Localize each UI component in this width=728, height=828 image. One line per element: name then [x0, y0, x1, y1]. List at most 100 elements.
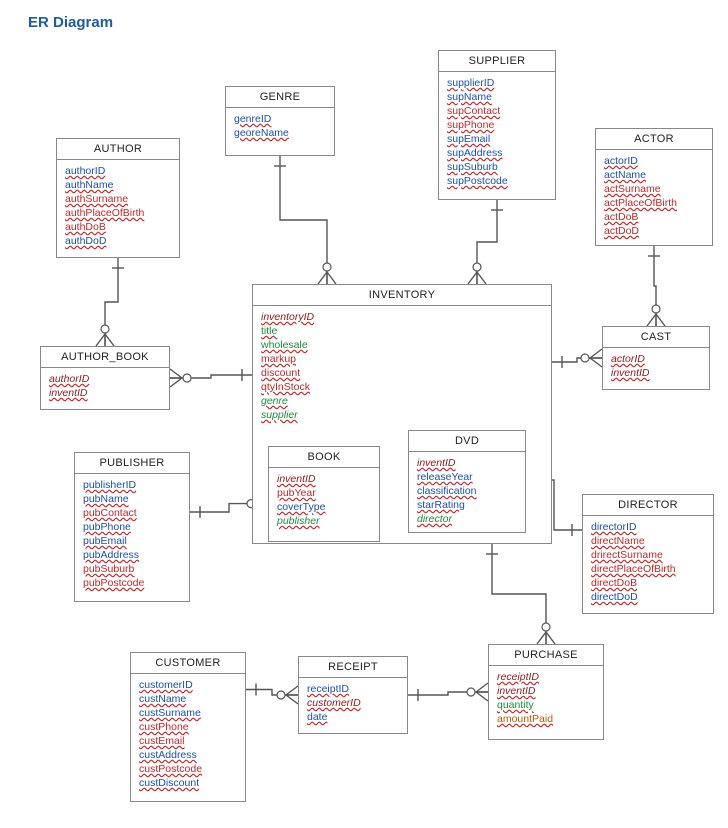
attr-classification: classification [417, 485, 477, 497]
attr-receiptID: receiptID [307, 683, 349, 695]
attr-actDoB: actDoB [604, 211, 638, 223]
attr-directDoD: directDoD [591, 591, 638, 603]
entity-header: SUPPLIER [439, 51, 555, 72]
attr-publisherID: publisherID [83, 479, 136, 491]
entity-header: CUSTOMER [131, 653, 245, 674]
entity-actor: ACTOR actorID actName actSurname actPlaceOfB… [595, 128, 713, 246]
attr-starRating: starRating [417, 499, 465, 511]
entity-body: inventoryIDtitlewholesalemarkupdiscountq… [253, 306, 551, 428]
attr-actDoD: actDoD [604, 225, 639, 237]
er-diagram-canvas: ER Diagram GENREgenreIDgeoreName SUPPLIER… [0, 0, 728, 828]
attr-genreID: genreID [234, 113, 271, 125]
entity-header: BOOK [269, 447, 379, 468]
entity-body: inventID releaseYear classification starRat… [409, 452, 525, 532]
attr-actPlaceOfBirth: actPlaceOfBirth [604, 197, 677, 209]
attr-custDiscount: custDiscount [139, 777, 199, 789]
attr-inventoryID: inventoryID [261, 311, 314, 323]
attr-pubName: pubName [83, 493, 129, 505]
entity-body: receiptID inventID quantity amountPaid [489, 666, 603, 732]
entity-author_book: AUTHOR_BOOKauthorIDinventID [40, 346, 170, 410]
attr-custAddress: custAddress [139, 749, 197, 761]
attr-authPlaceOfBirth: authPlaceOfBirth [65, 207, 144, 219]
attr-supSuburb: supSuburb [447, 161, 498, 173]
attr-date: date [307, 711, 327, 723]
attr-inventID: inventID [49, 387, 88, 399]
entity-genre: GENREgenreIDgeoreName [225, 86, 335, 156]
attr-actSurname: actSurname [604, 183, 661, 195]
entity-body: receiptID customerID date [299, 678, 407, 730]
attr-title: title [261, 325, 277, 337]
attr-supContact: supContact [447, 105, 500, 117]
entity-body: directorID directName drirectSurname direct… [583, 516, 713, 610]
attr-authDoD: authDoD [65, 235, 106, 247]
entity-body: actorID actName actSurname actPlaceOfBirth a… [596, 150, 712, 244]
entity-dvd: DVD inventID releaseYear classification star… [408, 430, 526, 533]
entity-body: authorIDauthNameauthSurnameauthPlaceOfBi… [57, 160, 179, 254]
attr-inventID: inventID [277, 473, 316, 485]
attr-supAddress: supAddress [447, 147, 502, 159]
entity-header: PUBLISHER [75, 453, 189, 474]
entity-header: DVD [409, 431, 525, 452]
attr-supEmail: supEmail [447, 133, 490, 145]
entity-body: authorID inventID [41, 368, 169, 406]
entity-body: inventID pubYear coverType publisher [269, 468, 379, 534]
entity-author: AUTHORauthorIDauthNameauthSurnameauthPla… [56, 138, 180, 258]
entity-receipt: RECEIPT receiptID customerID date [298, 656, 408, 734]
attr-authDoB: authDoB [65, 221, 106, 233]
attr-directName: directName [591, 535, 645, 547]
attr-receiptID: receiptID [497, 671, 539, 683]
entity-body: supplierIDsupNamesupContactsupPhonesupEm… [439, 72, 555, 194]
attr-customerID: customerID [139, 679, 193, 691]
entity-cast: CASTactorIDinventID [602, 326, 710, 390]
attr-pubSuburb: pubSuburb [83, 563, 134, 575]
attr-wholesale: wholesale [261, 339, 308, 351]
attr-custEmail: custEmail [139, 735, 185, 747]
attr-customerID: customerID [307, 697, 361, 709]
attr-directDoB: directDoB [591, 577, 637, 589]
attr-inventID: inventID [611, 367, 650, 379]
entity-director: DIRECTORdirectorIDdirectNamedrirectSurna… [582, 494, 714, 614]
attr-inventID: inventID [417, 457, 456, 469]
attr-authorID: authorID [49, 373, 89, 385]
attr-authorID: authorID [65, 165, 105, 177]
entity-purchase: PURCHASEreceiptIDinventIDquantityamountP… [488, 644, 604, 740]
attr-pubEmail: pubEmail [83, 535, 127, 547]
attr-actName: actName [604, 169, 646, 181]
entity-header: RECEIPT [299, 657, 407, 678]
entity-body: actorIDinventID [603, 348, 709, 386]
attr-pubPostcode: pubPostcode [83, 577, 144, 589]
attr-custPhone: custPhone [139, 721, 189, 733]
attr-authSurname: authSurname [65, 193, 128, 205]
attr-drirectSurname: drirectSurname [591, 549, 663, 561]
attr-qtyInStock: qtyInStock [261, 381, 310, 393]
entity-body: genreIDgeoreName [226, 108, 334, 146]
attr-releaseYear: releaseYear [417, 471, 473, 483]
attr-amountPaid: amountPaid [497, 713, 553, 725]
page-title: ER Diagram [28, 14, 113, 31]
entity-book: BOOK inventID pubYear coverType publisher [268, 446, 380, 542]
attr-genre: genre [261, 395, 288, 407]
entity-publisher: PUBLISHER publisherID pubName pubContact pub… [74, 452, 190, 602]
attr-actorID: actorID [604, 155, 638, 167]
entity-header: ACTOR [596, 129, 712, 150]
attr-custSurname: custSurname [139, 707, 201, 719]
attr-supPostcode: supPostcode [447, 175, 508, 187]
attr-supName: supName [447, 91, 492, 103]
attr-quantity: quantity [497, 699, 534, 711]
entity-header: INVENTORY [253, 285, 551, 306]
attr-custName: custName [139, 693, 186, 705]
attr-supplierID: supplierID [447, 77, 494, 89]
entity-header: GENRE [226, 87, 334, 108]
attr-discount: discount [261, 367, 300, 379]
attr-inventID: inventID [497, 685, 536, 697]
attr-pubPhone: pubPhone [83, 521, 131, 533]
attr-pubContact: pubContact [83, 507, 137, 519]
entity-supplier: SUPPLIERsupplierIDsupNamesupContactsupPh… [438, 50, 556, 200]
entity-header: AUTHOR [57, 139, 179, 160]
attr-directorID: directorID [591, 521, 637, 533]
attr-coverType: coverType [277, 501, 325, 513]
attr-publisher: publisher [277, 515, 320, 527]
entity-header: CAST [603, 327, 709, 348]
attr-pubYear: pubYear [277, 487, 316, 499]
attr-supplier: supplier [261, 409, 298, 421]
